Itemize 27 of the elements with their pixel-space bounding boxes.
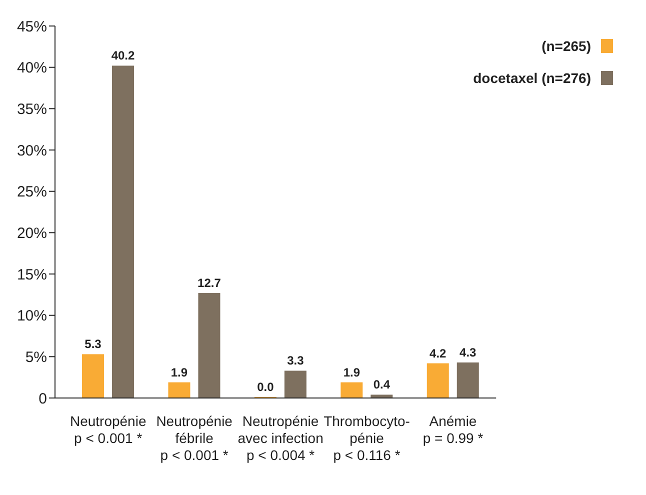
y-tick-label: 40% (16, 60, 47, 77)
y-tick-label: 0 (38, 390, 47, 408)
y-tick-label: 15% (16, 266, 47, 284)
legend-label: docetaxel (n=276) (473, 70, 591, 86)
data-label: 0.4 (373, 378, 390, 392)
y-tick-label: 20% (16, 224, 47, 242)
x-tick-label: Anémie p = 0.99 * (422, 413, 484, 446)
y-tick-label: 35% (16, 100, 47, 118)
x-tick-label: Neutropénie fébrile p < 0.001 * (156, 413, 233, 463)
data-label: 3.3 (287, 354, 304, 368)
legend-label: (n=265) (542, 38, 591, 54)
data-label: 1.9 (170, 365, 188, 380)
data-label: 40.2 (111, 48, 135, 63)
y-tick-label: 5% (25, 348, 47, 366)
data-label: 4.3 (460, 345, 477, 360)
x-tick-label: Neutropénie p < 0.001 * (70, 413, 146, 446)
y-tick-label: 10% (16, 308, 47, 325)
x-tick-label: Neutropénie avec infection p < 0.004 * (238, 413, 324, 463)
data-label: 5.3 (84, 337, 102, 352)
y-tick-label: 30% (16, 142, 47, 160)
y-tick-label: 45% (16, 18, 47, 36)
data-label: 1.9 (343, 365, 360, 380)
data-label: 4.2 (430, 346, 447, 360)
data-label: 12.7 (198, 276, 222, 290)
y-tick-label: 25% (16, 184, 47, 201)
data-label: 0.0 (257, 380, 274, 394)
x-tick-label: Thrombocyto- pénie p < 0.116 * (324, 413, 410, 463)
